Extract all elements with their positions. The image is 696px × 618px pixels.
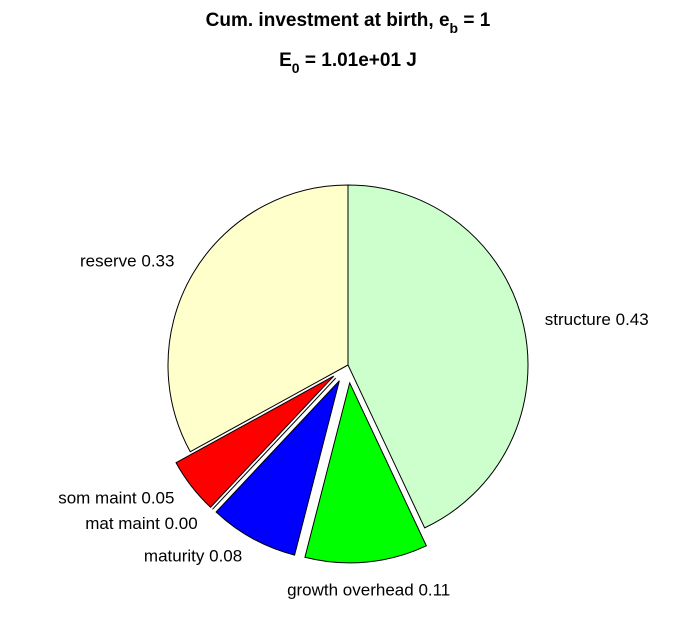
pie-slice bbox=[167, 184, 349, 453]
slice-label: growth overhead 0.11 bbox=[287, 581, 450, 600]
title-text: Cum. investment at birth, e bbox=[206, 10, 450, 31]
pie-slice bbox=[212, 377, 337, 510]
slice-category: structure bbox=[545, 311, 611, 330]
pie-slice bbox=[347, 184, 529, 529]
subtitle-text: E bbox=[279, 50, 292, 71]
slice-value-label: 0.05 bbox=[141, 489, 174, 508]
slice-label: som maint 0.05 bbox=[58, 489, 174, 508]
slice-category: som maint bbox=[58, 489, 137, 508]
slice-label: maturity 0.08 bbox=[144, 547, 242, 566]
slice-category: maturity bbox=[144, 547, 205, 566]
slice-label: reserve 0.33 bbox=[80, 252, 175, 271]
pie-slice bbox=[175, 375, 335, 508]
chart-title: Cum. investment at birth, eb = 1 bbox=[206, 10, 491, 36]
slice-category: mat maint bbox=[85, 515, 160, 534]
chart-subtitle: E0 = 1.01e+01 J bbox=[279, 50, 417, 76]
slice-value-label: 0.08 bbox=[209, 547, 242, 566]
subtitle-text: = 1.01e+01 J bbox=[300, 50, 417, 71]
slice-value-label: 0.33 bbox=[141, 252, 174, 271]
slice-value-label: 0.43 bbox=[616, 311, 649, 330]
slice-category: growth overhead bbox=[287, 581, 414, 600]
pie-slice bbox=[304, 381, 427, 564]
slice-value-label: 0.11 bbox=[418, 581, 450, 600]
pie-slice bbox=[215, 380, 340, 556]
slice-label: structure 0.43 bbox=[545, 311, 649, 330]
slice-value-label: 0.00 bbox=[165, 515, 198, 534]
title-subscript: b bbox=[450, 20, 459, 36]
slice-label: mat maint 0.00 bbox=[85, 515, 197, 534]
title-text: = 1 bbox=[458, 10, 491, 31]
slice-category: reserve bbox=[80, 252, 137, 271]
subtitle-subscript: 0 bbox=[292, 60, 300, 76]
